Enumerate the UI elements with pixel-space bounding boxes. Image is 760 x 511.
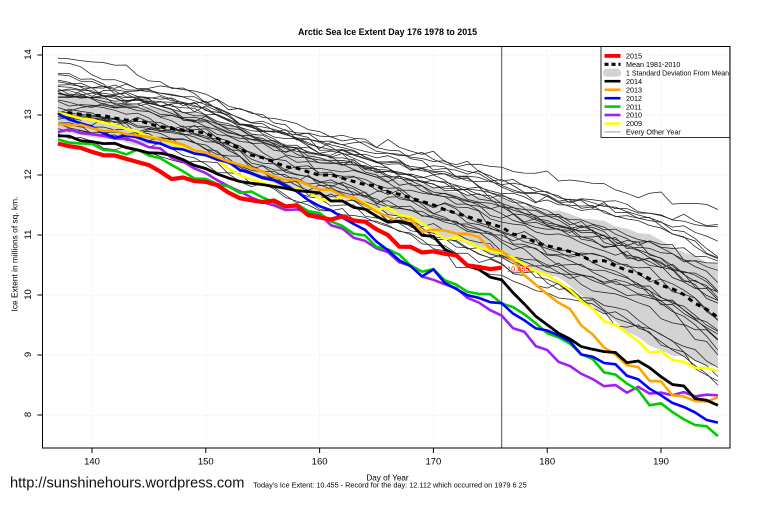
svg-text:2015: 2015 [626,52,642,61]
svg-text:Today's Ice Extent: 10.455 -: Today's Ice Extent: 10.455 - Record for … [253,481,526,490]
svg-text:Arctic Sea Ice Extent Day 176: Arctic Sea Ice Extent Day 176 1978 to 20… [298,27,477,37]
svg-text:9: 9 [23,352,34,357]
svg-text:8: 8 [23,412,34,417]
svg-text:1 Standard Deviation From Mean: 1 Standard Deviation From Mean [626,69,729,78]
svg-text:2012: 2012 [626,94,642,103]
svg-text:14: 14 [23,49,34,60]
svg-text:150: 150 [198,457,214,468]
svg-text:2011: 2011 [626,102,641,111]
svg-text:Every Other Year: Every Other Year [626,128,681,137]
svg-text:180: 180 [539,457,555,468]
svg-text:13: 13 [23,109,34,120]
svg-text:Day of Year: Day of Year [366,474,409,483]
svg-text:2010: 2010 [626,111,642,120]
svg-text:140: 140 [84,457,100,468]
svg-text:160: 160 [312,457,328,468]
svg-text:12: 12 [23,169,34,180]
svg-text:170: 170 [425,457,441,468]
svg-text:11: 11 [23,230,34,240]
svg-text:10.455: 10.455 [507,265,530,274]
svg-text:Mean 1981-2010: Mean 1981-2010 [626,60,680,69]
svg-text:190: 190 [653,457,669,468]
svg-text:2009: 2009 [626,119,642,128]
svg-text:2014: 2014 [626,77,642,86]
svg-text:2013: 2013 [626,85,642,94]
svg-text:10: 10 [23,289,34,300]
svg-text:Ice Extent in millions of sq.: Ice Extent in millions of sq. km. [10,197,20,312]
svg-text:http://sunshinehours.wordpress: http://sunshinehours.wordpress.com [10,476,244,492]
